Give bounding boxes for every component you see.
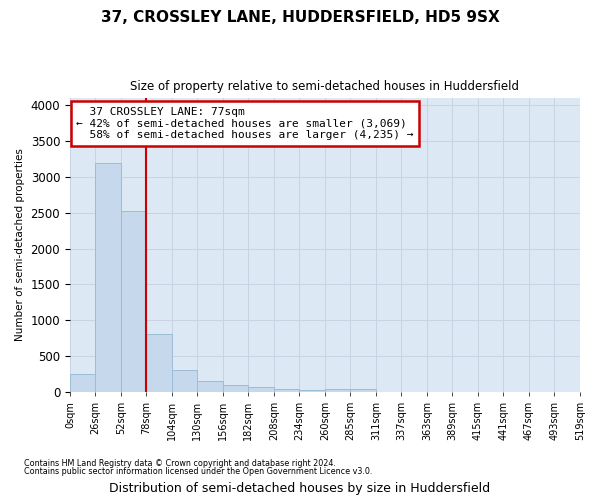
Text: Contains public sector information licensed under the Open Government Licence v3: Contains public sector information licen…: [24, 467, 373, 476]
Bar: [121, 210, 146, 392]
Bar: [223, 385, 248, 392]
Text: 37, CROSSLEY LANE, HUDDERSFIELD, HD5 9SX: 37, CROSSLEY LANE, HUDDERSFIELD, HD5 9SX: [101, 10, 499, 25]
Bar: [299, 390, 325, 392]
Text: Contains HM Land Registry data © Crown copyright and database right 2024.: Contains HM Land Registry data © Crown c…: [24, 458, 336, 468]
Bar: [350, 390, 376, 392]
Bar: [248, 388, 274, 392]
Text: Distribution of semi-detached houses by size in Huddersfield: Distribution of semi-detached houses by …: [109, 482, 491, 495]
Bar: [95, 162, 121, 392]
Bar: [197, 380, 223, 392]
Bar: [274, 389, 299, 392]
Bar: [172, 370, 197, 392]
Bar: [70, 374, 95, 392]
Text: 37 CROSSLEY LANE: 77sqm
← 42% of semi-detached houses are smaller (3,069)
  58% : 37 CROSSLEY LANE: 77sqm ← 42% of semi-de…: [76, 107, 414, 140]
Bar: [146, 334, 172, 392]
Title: Size of property relative to semi-detached houses in Huddersfield: Size of property relative to semi-detach…: [130, 80, 520, 93]
Y-axis label: Number of semi-detached properties: Number of semi-detached properties: [15, 148, 25, 342]
Bar: [325, 390, 350, 392]
